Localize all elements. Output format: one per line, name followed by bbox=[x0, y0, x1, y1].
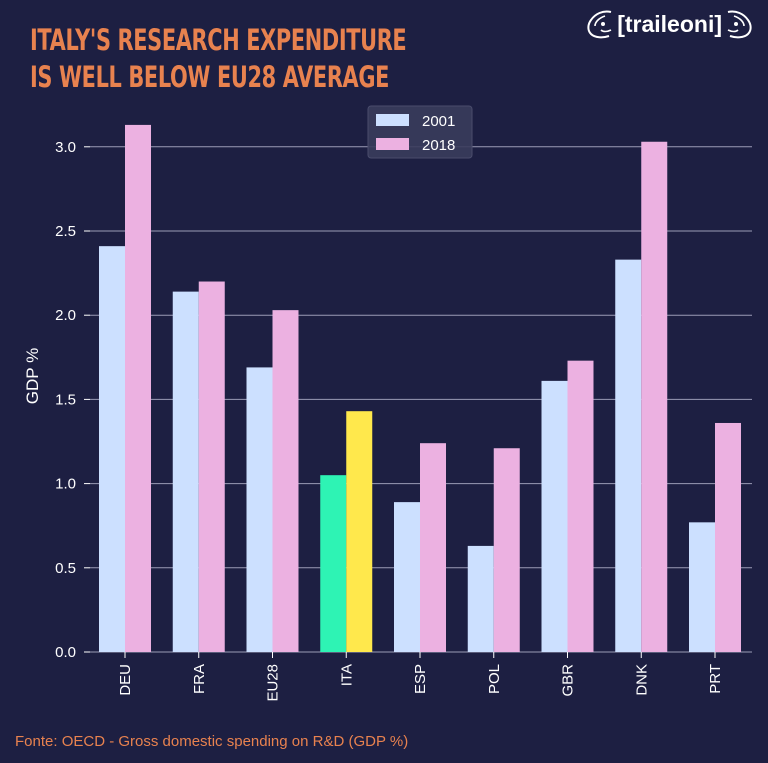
bar-pol-2018 bbox=[493, 448, 520, 652]
legend-label-2018: 2018 bbox=[422, 137, 455, 154]
legend-label-2001: 2001 bbox=[422, 113, 455, 130]
bar-eu28-2018 bbox=[272, 310, 299, 652]
bar-deu-2001 bbox=[99, 246, 125, 652]
y-tick-label: 2.0 bbox=[55, 307, 76, 324]
bar-dnk-2001 bbox=[615, 259, 642, 652]
legend: 2001 2018 bbox=[367, 105, 473, 159]
bar-ita-2018 bbox=[346, 411, 373, 652]
x-tick-label: DEU bbox=[117, 664, 134, 696]
x-tick-label: ITA bbox=[338, 664, 355, 686]
x-tick-label: ESP bbox=[412, 664, 429, 694]
y-tick-label: 2.5 bbox=[55, 223, 76, 240]
logo-text: [traileoni] bbox=[617, 10, 722, 37]
bar-fra-2001 bbox=[172, 291, 199, 652]
bar-prt-2001 bbox=[689, 522, 715, 652]
bar-esp-2018 bbox=[420, 443, 446, 652]
legend-swatch-2018 bbox=[376, 138, 409, 150]
y-axis-label: GDP % bbox=[23, 348, 42, 404]
x-tick-label: POL bbox=[486, 664, 503, 694]
y-tick-label: 3.0 bbox=[55, 139, 76, 156]
bar-dnk-2018 bbox=[641, 141, 668, 653]
bar-deu-2018 bbox=[125, 124, 151, 652]
title-line-2: IS WELL BELOW EU28 AVERAGE bbox=[30, 60, 390, 94]
chart-title: ITALY'S RESEARCH EXPENDITURE IS WELL BEL… bbox=[30, 22, 407, 96]
x-axis-ticks: DEU FRA EU28 ITA ESP POL GBR DNK PRT bbox=[117, 652, 724, 702]
bar-ita-2001 bbox=[320, 475, 347, 652]
x-tick-label: DNK bbox=[633, 664, 650, 696]
y-axis-ticks: 0.0 0.5 1.0 1.5 2.0 2.5 3.0 bbox=[55, 139, 90, 661]
x-tick-label: PRT bbox=[707, 664, 724, 694]
legend-swatch-2001 bbox=[376, 114, 409, 126]
bar-fra-2018 bbox=[198, 281, 225, 652]
lion-right-icon bbox=[727, 10, 752, 39]
bar-gbr-2001 bbox=[541, 380, 568, 652]
legend-box bbox=[367, 105, 473, 159]
bar-esp-2001 bbox=[394, 502, 420, 652]
bars bbox=[99, 124, 741, 653]
brand-logo: [traileoni] bbox=[583, 6, 756, 42]
bar-gbr-2018 bbox=[567, 360, 594, 652]
x-tick-label: EU28 bbox=[265, 664, 282, 702]
y-tick-label: 1.5 bbox=[55, 391, 76, 408]
bar-pol-2001 bbox=[467, 545, 494, 652]
source-note: Fonte: OECD - Gross domestic spending on… bbox=[15, 733, 409, 750]
lion-left-icon bbox=[587, 10, 612, 39]
title-line-1: ITALY'S RESEARCH EXPENDITURE bbox=[30, 23, 407, 57]
x-tick-label: GBR bbox=[560, 664, 577, 697]
bar-prt-2018 bbox=[715, 422, 741, 652]
bar-eu28-2001 bbox=[246, 367, 273, 652]
y-tick-label: 0.5 bbox=[55, 560, 76, 577]
y-tick-label: 1.0 bbox=[55, 476, 76, 493]
y-tick-label: 0.0 bbox=[55, 644, 76, 661]
x-tick-label: FRA bbox=[191, 664, 208, 694]
